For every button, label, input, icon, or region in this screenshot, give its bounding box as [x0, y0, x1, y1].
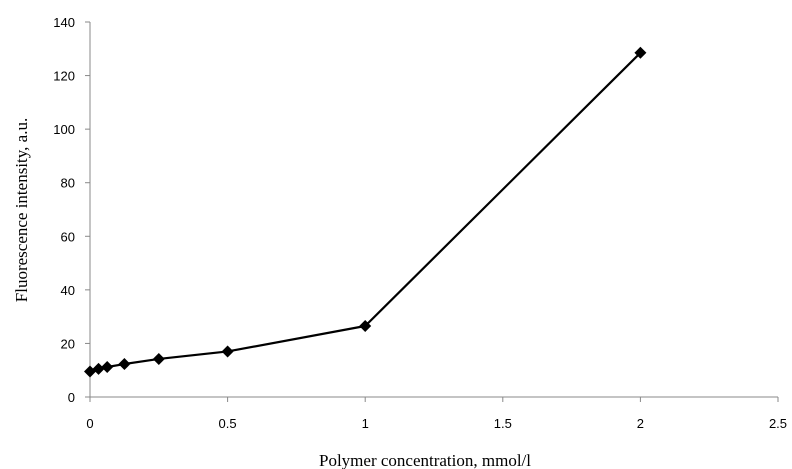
y-tick-label: 40 — [61, 283, 75, 298]
data-point — [101, 361, 114, 373]
data-point — [152, 352, 165, 365]
y-ticks: 0 20 40 60 80 100 120 140 — [53, 15, 90, 405]
x-tick-label: 0 — [86, 416, 93, 431]
series-group — [84, 46, 647, 378]
x-ticks: 0 0.5 1 1.5 2 2.5 — [86, 397, 787, 431]
y-tick-label: 20 — [61, 336, 75, 351]
y-tick-label: 0 — [68, 390, 75, 405]
y-tick-label: 140 — [53, 15, 75, 30]
x-tick-label: 1 — [362, 416, 369, 431]
data-point — [92, 362, 105, 375]
x-tick-label: 2 — [637, 416, 644, 431]
y-tick-label: 120 — [53, 69, 75, 84]
y-tick-label: 60 — [61, 229, 75, 244]
y-axis-label: Fluorescence intensity, a.u. — [12, 118, 31, 302]
x-tick-label: 2.5 — [769, 416, 787, 431]
data-point — [221, 345, 234, 358]
x-tick-label: 1.5 — [494, 416, 512, 431]
data-point — [359, 320, 372, 333]
x-axis-label: Polymer concentration, mmol/l — [319, 451, 531, 469]
y-tick-label: 100 — [53, 122, 75, 137]
data-point — [634, 46, 647, 59]
axes — [89, 22, 778, 398]
data-point — [118, 358, 131, 371]
y-tick-label: 80 — [61, 176, 75, 191]
x-tick-label: 0.5 — [219, 416, 237, 431]
